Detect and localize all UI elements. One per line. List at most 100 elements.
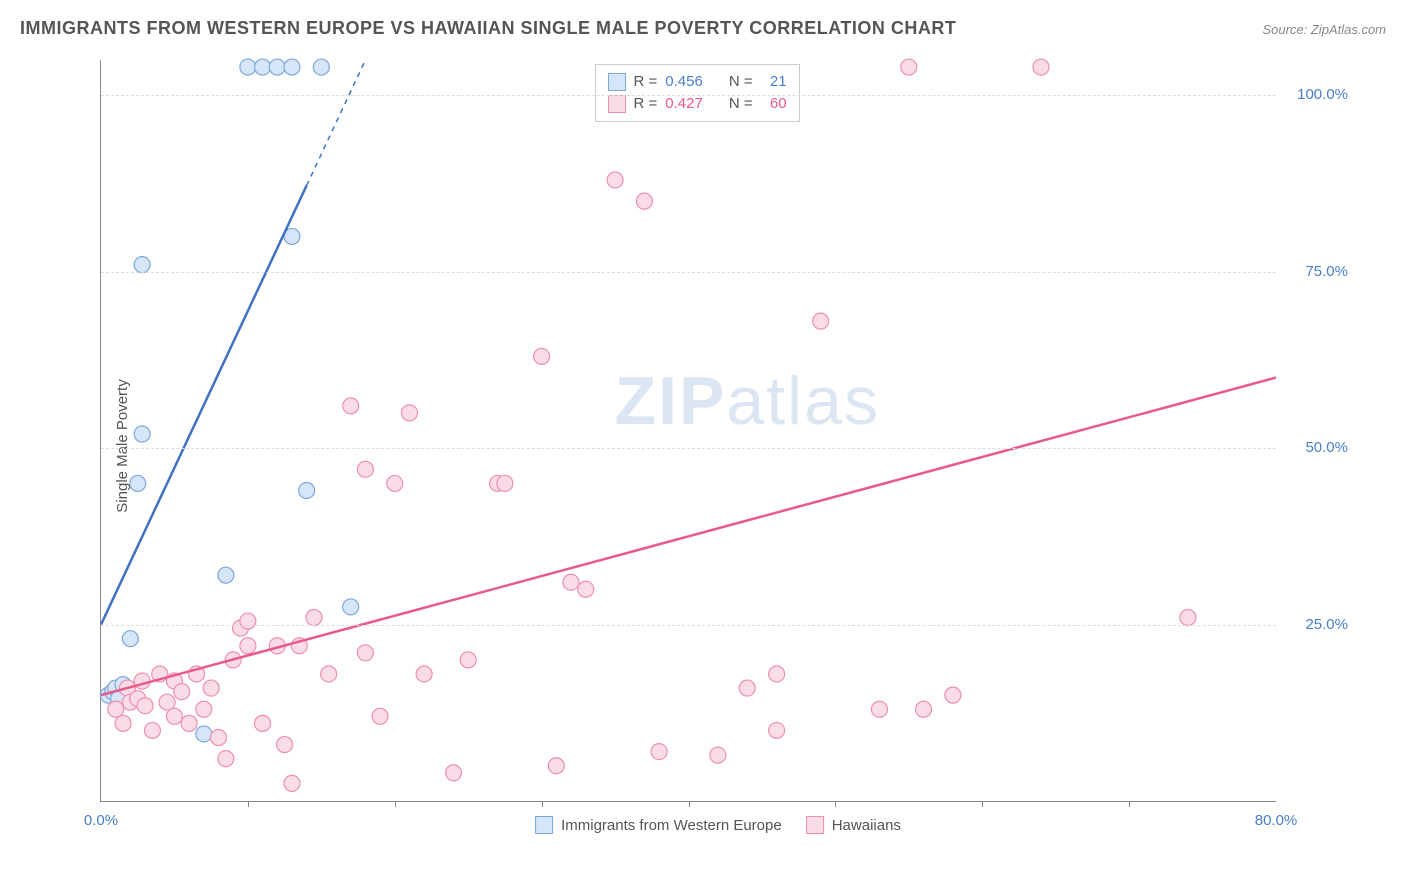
data-point-pink bbox=[901, 59, 917, 75]
data-point-pink bbox=[166, 708, 182, 724]
data-point-pink bbox=[144, 722, 160, 738]
y-tick-label: 75.0% bbox=[1305, 263, 1348, 280]
data-point-blue bbox=[313, 59, 329, 75]
data-point-pink bbox=[211, 729, 227, 745]
x-tick-mark bbox=[542, 801, 543, 807]
data-point-pink bbox=[181, 715, 197, 731]
data-point-pink bbox=[108, 701, 124, 717]
data-point-blue bbox=[284, 59, 300, 75]
trend-line-dashed-blue bbox=[307, 60, 366, 185]
y-tick-label: 100.0% bbox=[1297, 86, 1348, 103]
data-point-pink bbox=[321, 666, 337, 682]
data-point-pink bbox=[871, 701, 887, 717]
data-point-pink bbox=[401, 405, 417, 421]
data-point-pink bbox=[563, 574, 579, 590]
legend-n-label: N = bbox=[729, 71, 753, 93]
data-point-pink bbox=[174, 684, 190, 700]
data-point-blue bbox=[196, 726, 212, 742]
data-point-pink bbox=[357, 461, 373, 477]
data-point-pink bbox=[534, 348, 550, 364]
data-point-blue bbox=[134, 257, 150, 273]
data-point-pink bbox=[277, 737, 293, 753]
x-tick-mark bbox=[835, 801, 836, 807]
data-point-pink bbox=[710, 747, 726, 763]
data-point-blue bbox=[122, 631, 138, 647]
swatch-pink bbox=[806, 816, 824, 834]
source-attribution: Source: ZipAtlas.com bbox=[1262, 22, 1386, 37]
data-point-pink bbox=[240, 638, 256, 654]
x-tick-label: 0.0% bbox=[84, 812, 118, 829]
legend-n-value: 21 bbox=[761, 71, 787, 93]
swatch-blue bbox=[535, 816, 553, 834]
data-point-blue bbox=[299, 482, 315, 498]
x-tick-label: 80.0% bbox=[1255, 812, 1298, 829]
data-point-pink bbox=[196, 701, 212, 717]
trend-line-blue bbox=[101, 185, 307, 624]
data-point-pink bbox=[387, 475, 403, 491]
x-tick-mark bbox=[248, 801, 249, 807]
data-point-pink bbox=[497, 475, 513, 491]
data-point-pink bbox=[813, 313, 829, 329]
plot-svg bbox=[101, 60, 1276, 801]
data-point-pink bbox=[203, 680, 219, 696]
legend-label: Immigrants from Western Europe bbox=[561, 817, 782, 834]
data-point-pink bbox=[651, 744, 667, 760]
data-point-pink bbox=[240, 613, 256, 629]
data-point-pink bbox=[446, 765, 462, 781]
legend-r-value: 0.427 bbox=[665, 93, 703, 115]
data-point-blue bbox=[255, 59, 271, 75]
data-point-pink bbox=[306, 610, 322, 626]
y-tick-label: 25.0% bbox=[1305, 616, 1348, 633]
swatch-pink bbox=[608, 95, 626, 113]
data-point-blue bbox=[218, 567, 234, 583]
legend-r-label: R = bbox=[634, 71, 658, 93]
x-tick-mark bbox=[1129, 801, 1130, 807]
data-point-pink bbox=[636, 193, 652, 209]
data-point-pink bbox=[916, 701, 932, 717]
data-point-blue bbox=[343, 599, 359, 615]
legend-n-value: 60 bbox=[761, 93, 787, 115]
data-point-pink bbox=[1033, 59, 1049, 75]
legend-item-blue: Immigrants from Western Europe bbox=[535, 816, 782, 834]
trend-line-pink bbox=[101, 378, 1276, 696]
data-point-pink bbox=[769, 722, 785, 738]
y-tick-label: 50.0% bbox=[1305, 439, 1348, 456]
x-tick-mark bbox=[982, 801, 983, 807]
data-point-pink bbox=[137, 698, 153, 714]
gridline bbox=[101, 625, 1276, 626]
legend-r-label: R = bbox=[634, 93, 658, 115]
series-legend: Immigrants from Western Europe Hawaiians bbox=[535, 816, 901, 834]
data-point-blue bbox=[134, 426, 150, 442]
plot-area: ZIPatlas R =0.456N =21R =0.427N =60 25.0… bbox=[100, 60, 1276, 802]
data-point-pink bbox=[159, 694, 175, 710]
legend-n-label: N = bbox=[729, 93, 753, 115]
legend-label: Hawaiians bbox=[832, 817, 901, 834]
chart-container: Single Male Poverty ZIPatlas R =0.456N =… bbox=[50, 50, 1386, 842]
data-point-pink bbox=[255, 715, 271, 731]
data-point-pink bbox=[1180, 610, 1196, 626]
chart-title: IMMIGRANTS FROM WESTERN EUROPE VS HAWAII… bbox=[20, 18, 956, 39]
data-point-blue bbox=[240, 59, 256, 75]
gridline bbox=[101, 95, 1276, 96]
legend-row-blue: R = 0.456 N = 21 bbox=[608, 71, 787, 93]
data-point-pink bbox=[460, 652, 476, 668]
data-point-pink bbox=[769, 666, 785, 682]
data-point-pink bbox=[548, 758, 564, 774]
data-point-pink bbox=[115, 715, 131, 731]
x-tick-mark bbox=[395, 801, 396, 807]
gridline bbox=[101, 272, 1276, 273]
data-point-pink bbox=[372, 708, 388, 724]
data-point-blue bbox=[269, 59, 285, 75]
legend-r-value: 0.456 bbox=[665, 71, 703, 93]
data-point-pink bbox=[284, 775, 300, 791]
data-point-pink bbox=[607, 172, 623, 188]
data-point-pink bbox=[416, 666, 432, 682]
data-point-pink bbox=[739, 680, 755, 696]
correlation-legend: R = 0.456 N = 21 R = 0.427 N = 60 bbox=[595, 64, 800, 122]
gridline bbox=[101, 448, 1276, 449]
legend-item-pink: Hawaiians bbox=[806, 816, 901, 834]
data-point-pink bbox=[578, 581, 594, 597]
x-tick-mark bbox=[689, 801, 690, 807]
data-point-blue bbox=[130, 475, 146, 491]
data-point-pink bbox=[218, 751, 234, 767]
